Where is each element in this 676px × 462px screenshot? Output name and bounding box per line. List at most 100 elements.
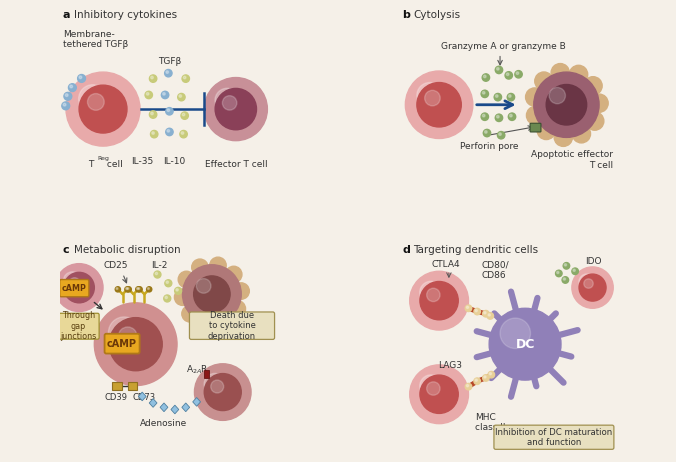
Circle shape [149, 111, 157, 118]
Text: CD86: CD86 [481, 271, 506, 280]
Circle shape [420, 281, 442, 304]
Circle shape [584, 279, 594, 288]
Text: A$_{2A}$R: A$_{2A}$R [187, 364, 209, 376]
Circle shape [155, 272, 158, 275]
Text: CD39: CD39 [105, 393, 128, 402]
Text: Through
gap
junctions: Through gap junctions [60, 311, 97, 341]
Text: cell: cell [104, 160, 123, 169]
Circle shape [427, 382, 440, 395]
Circle shape [70, 85, 72, 88]
Circle shape [87, 93, 104, 110]
Circle shape [563, 278, 566, 280]
Circle shape [585, 112, 604, 130]
Text: Adenosine: Adenosine [141, 419, 188, 428]
Circle shape [507, 93, 514, 101]
Circle shape [154, 271, 161, 278]
Circle shape [145, 91, 153, 99]
FancyBboxPatch shape [189, 312, 274, 340]
Circle shape [196, 279, 211, 293]
Circle shape [167, 129, 170, 132]
Circle shape [204, 374, 241, 411]
Text: CD25: CD25 [104, 261, 128, 270]
Text: Targeting dendritic cells: Targeting dendritic cells [413, 245, 538, 255]
Circle shape [79, 76, 82, 79]
Circle shape [496, 95, 498, 97]
Circle shape [554, 128, 573, 146]
Text: IDO: IDO [585, 257, 602, 266]
Circle shape [204, 78, 268, 140]
Circle shape [183, 76, 186, 79]
FancyBboxPatch shape [105, 334, 140, 353]
Circle shape [497, 67, 499, 70]
Circle shape [465, 383, 472, 390]
Circle shape [474, 378, 481, 384]
Circle shape [498, 132, 505, 139]
Circle shape [483, 114, 485, 117]
Text: Cytolysis: Cytolysis [413, 10, 460, 20]
Circle shape [474, 308, 481, 315]
Circle shape [488, 371, 495, 378]
Circle shape [475, 310, 477, 312]
Circle shape [420, 375, 458, 413]
Circle shape [572, 268, 579, 274]
Circle shape [211, 380, 224, 393]
Circle shape [499, 133, 502, 135]
Circle shape [167, 109, 170, 111]
Bar [204, 371, 209, 378]
Circle shape [482, 74, 489, 81]
Circle shape [146, 92, 149, 95]
Circle shape [162, 91, 169, 99]
Circle shape [516, 72, 518, 74]
Circle shape [66, 72, 140, 146]
Circle shape [496, 66, 503, 73]
Circle shape [573, 269, 575, 272]
Circle shape [178, 93, 185, 101]
Bar [128, 382, 137, 390]
Circle shape [496, 114, 503, 122]
Circle shape [425, 90, 440, 106]
Polygon shape [182, 403, 190, 412]
Circle shape [176, 289, 178, 291]
FancyBboxPatch shape [494, 425, 614, 450]
Circle shape [590, 94, 608, 112]
Circle shape [108, 317, 140, 348]
Circle shape [564, 264, 566, 266]
Circle shape [222, 96, 237, 110]
Circle shape [483, 375, 489, 381]
Text: MHC: MHC [475, 413, 496, 422]
Circle shape [180, 130, 187, 138]
Circle shape [55, 264, 103, 311]
Text: DC: DC [515, 338, 535, 351]
Circle shape [152, 132, 154, 134]
Text: Granzyme A or granzyme B: Granzyme A or granzyme B [441, 42, 566, 51]
Circle shape [481, 113, 489, 121]
Circle shape [483, 129, 491, 137]
Circle shape [508, 113, 516, 121]
Circle shape [192, 259, 208, 275]
Circle shape [183, 113, 185, 116]
Polygon shape [149, 399, 157, 407]
Circle shape [527, 106, 545, 125]
Circle shape [569, 65, 587, 84]
Circle shape [174, 287, 182, 294]
Circle shape [126, 287, 131, 292]
FancyBboxPatch shape [530, 123, 541, 132]
Circle shape [166, 128, 173, 136]
Circle shape [417, 83, 461, 127]
Circle shape [204, 373, 226, 395]
Circle shape [563, 262, 570, 269]
Polygon shape [193, 397, 201, 406]
Text: Inhibition of DC maturation
and function: Inhibition of DC maturation and function [496, 428, 612, 447]
Circle shape [126, 288, 128, 290]
Text: Reg: Reg [97, 156, 109, 161]
Circle shape [551, 64, 569, 82]
Circle shape [63, 103, 66, 106]
Circle shape [489, 372, 491, 375]
Circle shape [525, 88, 544, 106]
Circle shape [546, 85, 587, 125]
Circle shape [68, 84, 76, 91]
Circle shape [151, 112, 153, 115]
Circle shape [410, 365, 468, 424]
Circle shape [485, 131, 487, 133]
FancyBboxPatch shape [59, 280, 89, 297]
